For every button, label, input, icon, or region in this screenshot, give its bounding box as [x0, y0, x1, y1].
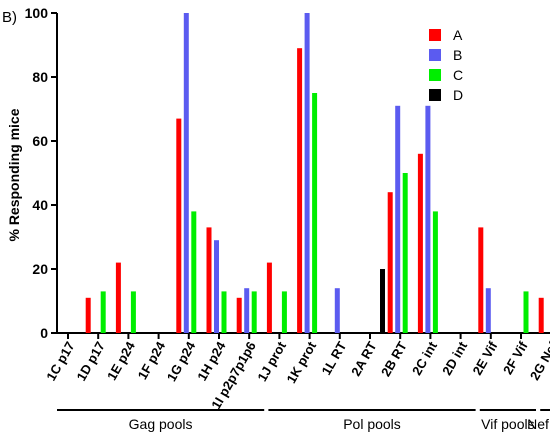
legend-label-b: B [453, 47, 462, 63]
bar-c [432, 211, 438, 333]
bar-a [176, 118, 182, 333]
category-label: 2E Vif [469, 338, 500, 377]
bar-b [395, 105, 401, 333]
category-label: 2F Vif [500, 338, 531, 377]
bar-b [485, 288, 491, 333]
category-label: 2B RT [378, 339, 410, 379]
bar-c [100, 291, 106, 333]
legend-label-d: D [453, 87, 463, 103]
bar-c [130, 291, 136, 333]
bar-b [244, 288, 250, 333]
bar-c [402, 173, 408, 333]
bar-c [312, 93, 318, 333]
bar-c [251, 291, 257, 333]
legend-label-a: A [453, 27, 463, 43]
y-tick-label: 20 [32, 261, 48, 277]
y-tick-label: 40 [32, 197, 48, 213]
y-tick-label: 80 [32, 69, 48, 85]
bar-c [281, 291, 287, 333]
bar-a [387, 192, 393, 333]
bar-c [221, 291, 227, 333]
category-label: 1C p17 [43, 339, 77, 383]
legend-swatch-c [429, 69, 441, 81]
bar-c [523, 291, 529, 333]
bar-b [214, 240, 219, 333]
bar-d [380, 269, 385, 333]
y-axis-title: % Responding mice [6, 108, 22, 241]
bar-c [191, 211, 197, 333]
y-tick-label: 0 [40, 325, 48, 341]
bar-a [538, 297, 544, 333]
bar-b [334, 288, 340, 333]
legend-swatch-d [429, 89, 441, 101]
category-label: 1G p24 [164, 338, 199, 384]
category-label: 1D p17 [73, 339, 107, 383]
legend-swatch-b [429, 49, 441, 61]
category-label: 2A RT [348, 339, 380, 379]
bar-a [206, 227, 212, 333]
bar-a [297, 48, 303, 333]
legend-label-c: C [453, 67, 463, 83]
group-label: Vif pools [481, 416, 534, 432]
y-tick-label: 100 [25, 5, 49, 21]
bar-a [236, 297, 242, 333]
category-label: 2D int [439, 338, 470, 377]
bar-b [183, 13, 189, 333]
group-label: Nef pool [527, 416, 550, 432]
bar-b [425, 105, 431, 333]
category-label: 1E p24 [104, 338, 138, 382]
bar-a [85, 297, 91, 333]
panel-label: B) [2, 9, 17, 26]
bar-a [478, 227, 484, 333]
bar-b [304, 13, 310, 333]
category-label: 2C int [409, 338, 440, 377]
y-tick-label: 60 [32, 133, 48, 149]
bar-a [417, 153, 423, 333]
category-label: 1L RT [318, 339, 349, 378]
bar-a [266, 262, 272, 333]
legend-swatch-a [429, 29, 441, 41]
category-label: 2G Nef [527, 338, 550, 382]
bar-a [115, 262, 121, 333]
group-label: Pol pools [343, 416, 401, 432]
category-label: 1K prot [283, 338, 319, 385]
group-label: Gag pools [129, 416, 193, 432]
